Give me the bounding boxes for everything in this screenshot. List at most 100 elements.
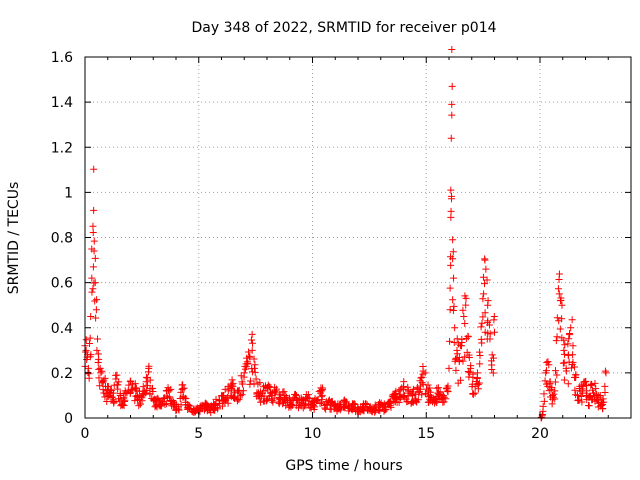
data-point xyxy=(90,279,98,287)
data-point xyxy=(239,380,247,388)
y-tick-label: 1.2 xyxy=(51,140,73,156)
data-point xyxy=(277,391,285,399)
data-point xyxy=(545,361,553,369)
data-point xyxy=(239,387,247,395)
data-point xyxy=(560,376,568,384)
data-point xyxy=(185,401,193,409)
data-point xyxy=(82,336,90,344)
data-point xyxy=(248,330,256,338)
data-point xyxy=(461,320,469,328)
data-point xyxy=(400,391,408,399)
data-point xyxy=(486,330,494,338)
data-point xyxy=(246,380,254,388)
data-point xyxy=(482,265,490,273)
data-point xyxy=(587,381,595,389)
x-tick-label: 15 xyxy=(417,426,435,442)
data-point xyxy=(224,399,232,407)
data-point xyxy=(94,350,102,358)
data-point xyxy=(250,355,258,363)
data-point xyxy=(94,359,102,367)
data-point xyxy=(126,377,134,385)
data-point xyxy=(553,371,561,379)
data-point xyxy=(481,255,489,263)
data-point xyxy=(177,388,185,396)
data-point xyxy=(560,350,568,358)
data-point xyxy=(460,312,468,320)
data-point xyxy=(318,393,326,401)
data-point xyxy=(449,236,457,244)
data-point xyxy=(539,407,547,415)
data-point xyxy=(257,398,265,406)
data-point xyxy=(447,134,455,142)
data-point xyxy=(221,385,229,393)
data-point xyxy=(400,378,408,386)
data-point xyxy=(433,384,441,392)
data-point xyxy=(486,321,494,329)
data-point xyxy=(135,402,143,410)
data-point xyxy=(585,402,593,410)
data-point xyxy=(136,400,144,408)
data-point xyxy=(426,388,434,396)
data-point xyxy=(414,396,422,404)
data-point xyxy=(180,384,188,392)
data-point xyxy=(601,382,609,390)
data-point xyxy=(101,393,109,401)
data-point xyxy=(93,296,101,304)
data-point xyxy=(569,358,577,366)
data-point xyxy=(245,352,253,360)
data-point xyxy=(419,380,427,388)
data-point xyxy=(246,353,254,361)
x-tick-label: 0 xyxy=(81,426,90,442)
data-point xyxy=(569,342,577,350)
data-point xyxy=(479,313,487,321)
data-point xyxy=(337,404,345,412)
data-point xyxy=(568,316,576,324)
data-point xyxy=(174,405,182,413)
data-point xyxy=(476,360,484,368)
data-point xyxy=(280,388,288,396)
data-point xyxy=(458,335,466,343)
data-point xyxy=(451,355,459,363)
data-point xyxy=(240,373,248,381)
data-point xyxy=(599,405,607,413)
data-point xyxy=(175,406,183,414)
data-point xyxy=(90,237,98,245)
data-point xyxy=(256,388,264,396)
data-point xyxy=(588,381,596,389)
data-point xyxy=(243,358,251,366)
data-point xyxy=(572,371,580,379)
data-point xyxy=(234,396,242,404)
data-point xyxy=(123,389,131,397)
data-point xyxy=(304,391,312,399)
data-point xyxy=(596,393,604,401)
data-point xyxy=(216,400,224,408)
data-point xyxy=(82,346,90,354)
gridlines xyxy=(85,57,631,418)
data-point xyxy=(413,383,421,391)
data-point xyxy=(341,403,349,411)
data-point xyxy=(89,222,97,230)
data-point xyxy=(306,404,314,412)
data-point xyxy=(313,397,321,405)
data-point xyxy=(104,392,112,400)
data-point xyxy=(167,385,175,393)
data-point xyxy=(114,385,122,393)
data-point xyxy=(87,312,95,320)
data-point xyxy=(459,357,467,365)
data-point xyxy=(86,340,94,348)
data-point xyxy=(447,261,455,269)
data-point xyxy=(421,389,429,397)
data-point xyxy=(446,284,454,292)
data-point xyxy=(157,402,165,410)
data-point xyxy=(476,351,484,359)
data-point xyxy=(426,397,434,405)
data-point xyxy=(283,393,291,401)
data-point xyxy=(89,285,97,293)
data-point xyxy=(567,324,575,332)
data-point xyxy=(456,356,464,364)
data-point xyxy=(431,395,439,403)
data-point xyxy=(300,396,308,404)
data-point xyxy=(101,374,109,382)
data-point xyxy=(477,323,485,331)
